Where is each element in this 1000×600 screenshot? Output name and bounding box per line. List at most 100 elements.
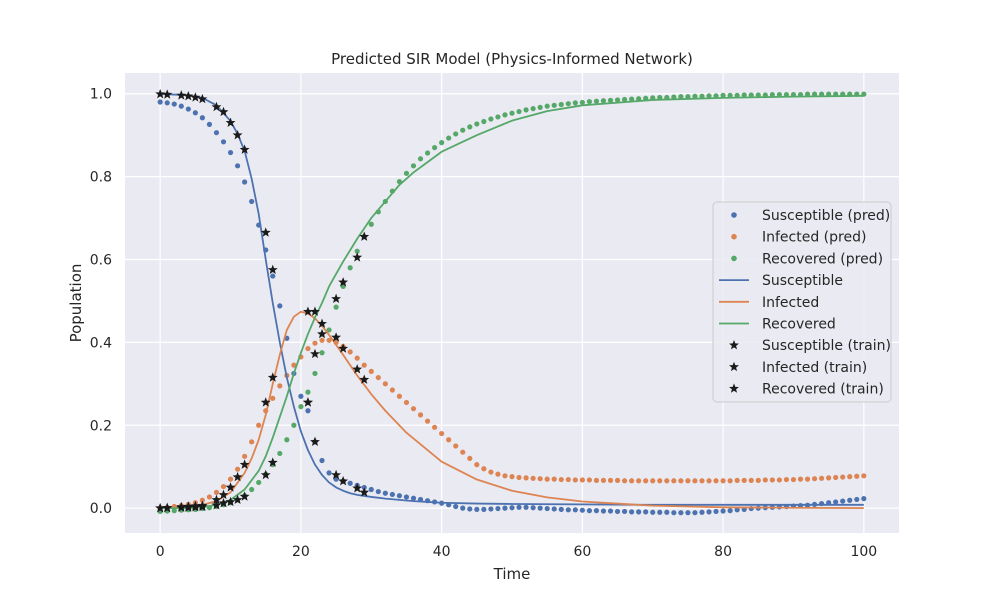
pred-point xyxy=(432,424,438,430)
train-point xyxy=(232,471,243,482)
train-points xyxy=(155,88,370,513)
pred-point xyxy=(685,510,691,516)
pred-point xyxy=(650,478,656,484)
train-point xyxy=(260,227,271,237)
pred-point xyxy=(284,437,290,443)
pred-point xyxy=(488,469,494,475)
pred-point xyxy=(579,477,585,483)
pred-point xyxy=(157,99,163,105)
train-point xyxy=(331,469,342,480)
pred-point xyxy=(298,393,304,399)
pred-point xyxy=(643,478,649,484)
pred-point xyxy=(762,477,768,483)
pred-point xyxy=(727,478,733,484)
pred-point xyxy=(523,504,529,510)
pred-point xyxy=(593,508,600,514)
pred-point xyxy=(558,506,564,512)
pred-point xyxy=(734,92,740,98)
pred-point xyxy=(748,477,754,483)
pred-points xyxy=(157,91,867,516)
pred-point xyxy=(706,93,712,99)
pred-point xyxy=(495,114,501,120)
pred-point xyxy=(185,106,191,112)
pred-point xyxy=(769,91,775,98)
pred-point xyxy=(171,508,177,514)
train-point xyxy=(162,502,173,513)
y-axis-title: Population xyxy=(67,264,85,343)
pred-point xyxy=(410,495,417,501)
train-point xyxy=(190,502,201,512)
pred-point xyxy=(467,506,473,512)
x-tick-label: 40 xyxy=(433,544,451,560)
train-point xyxy=(359,487,370,497)
pred-point xyxy=(220,483,227,490)
pred-point xyxy=(586,508,593,514)
train-point xyxy=(338,343,349,353)
pred-point xyxy=(650,509,656,515)
pred-point xyxy=(840,498,846,504)
y-tick-label: 0.4 xyxy=(90,335,112,351)
x-tick-label: 100 xyxy=(850,544,877,560)
pred-point xyxy=(678,94,684,100)
pred-point xyxy=(199,115,205,121)
pred-point xyxy=(403,494,410,500)
pred-point xyxy=(227,149,234,156)
pred-point xyxy=(713,93,719,99)
pred-point xyxy=(572,477,578,483)
pred-point xyxy=(277,383,283,389)
train-point xyxy=(211,101,222,112)
pred-point xyxy=(544,505,550,512)
x-tick-label: 60 xyxy=(573,544,591,560)
pred-point xyxy=(579,99,585,106)
pred-point xyxy=(453,131,459,137)
train-point xyxy=(155,502,166,513)
y-tick-label: 1.0 xyxy=(90,87,112,103)
pred-point xyxy=(565,101,571,107)
pred-point xyxy=(720,92,726,98)
pred-point xyxy=(277,303,283,309)
pred-point xyxy=(804,476,811,482)
pred-point xyxy=(312,340,318,346)
pred-point xyxy=(572,100,578,106)
pred-point xyxy=(474,462,480,468)
pred-point xyxy=(249,486,255,493)
pred-point xyxy=(734,507,740,513)
pred-point xyxy=(270,395,276,401)
legend: Susceptible (pred) Infected (pred) Recover… xyxy=(712,201,892,403)
pred-point xyxy=(565,476,571,483)
y-tick-label: 0.0 xyxy=(90,501,112,517)
train-point xyxy=(331,332,342,342)
pred-point xyxy=(671,510,677,516)
pred-point xyxy=(368,368,374,374)
pred-point xyxy=(861,496,867,502)
pred-point xyxy=(326,470,332,476)
pred-point xyxy=(502,112,508,118)
pred-point xyxy=(389,491,395,498)
pred-point xyxy=(509,505,515,511)
train-point xyxy=(338,277,349,287)
pred-point xyxy=(558,476,564,483)
pred-point xyxy=(488,506,494,512)
train-point xyxy=(352,483,363,493)
pred-point xyxy=(854,496,860,503)
pred-point xyxy=(375,488,381,495)
pred-point xyxy=(790,476,797,483)
recovered-line xyxy=(160,94,864,510)
pred-point xyxy=(516,504,522,510)
pred-point xyxy=(347,480,353,486)
pred-point xyxy=(699,509,705,515)
pred-point xyxy=(657,509,663,515)
pred-point xyxy=(220,139,227,145)
pred-point xyxy=(544,103,550,109)
pred-point xyxy=(769,477,775,483)
pred-point xyxy=(621,478,628,484)
pred-point xyxy=(270,273,276,279)
pred-point xyxy=(234,466,241,472)
train-point xyxy=(218,489,229,500)
pred-point xyxy=(502,505,508,511)
pred-point xyxy=(319,350,325,356)
pred-point xyxy=(614,97,621,103)
pred-point xyxy=(206,121,213,127)
train-point xyxy=(317,328,327,339)
pred-point xyxy=(783,476,790,483)
